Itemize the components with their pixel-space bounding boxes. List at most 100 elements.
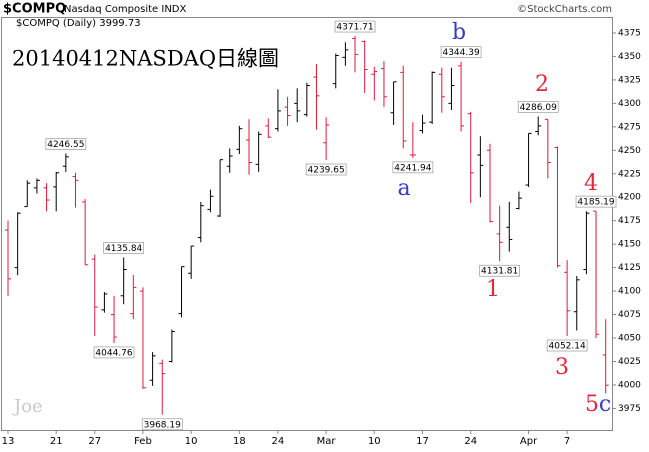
callout-label: 4131.81 [481,267,518,277]
ohlc-bar [593,210,600,339]
ohlc-bar [226,148,233,173]
x-tick-label: 21 [50,436,63,447]
ohlc-bar [159,359,166,415]
y-tick-label: 4150 [618,240,641,250]
callout-box [575,195,617,208]
callout-label: 4241.94 [394,163,431,173]
ohlc-bar [477,136,484,198]
ohlc-bar [294,88,301,123]
y-tick-label: 4025 [618,357,641,367]
callout-box [93,346,135,359]
ohlc-bar [515,191,522,210]
ohlc-bar [554,146,561,268]
wave-label: b [452,20,466,45]
ohlc-bar [101,292,108,313]
ohlc-bar [168,329,175,363]
ohlc-bar [62,153,69,172]
source: ©StockCharts.com [517,4,612,15]
x-tick-label: Feb [134,436,152,447]
series-label: $COMPQ (Daily) 3999.73 [16,18,141,29]
y-tick-label: 4200 [618,193,641,203]
ohlc-bar [53,171,60,212]
ohlc-bar [564,260,571,337]
ohlc-bar [332,53,339,89]
y-tick-label: 4050 [618,334,641,344]
ohlc-bar [111,295,118,343]
callout-label: 4135.84 [105,244,142,254]
ohlc-bar [207,189,214,213]
callout-box [546,339,588,352]
ohlc-bar [467,111,474,203]
ohlc-bar [573,276,580,331]
symbol: $COMPQ [3,2,66,17]
callout-box [334,20,376,33]
y-tick-label: 4100 [618,287,641,297]
y-tick-label: 4175 [618,216,641,226]
callout-label: 3968.19 [144,420,181,430]
ohlc-bar [438,67,445,113]
ohlc-bar [458,61,465,132]
ohlc-bar [255,131,262,172]
callout-label: 4185.19 [577,198,614,208]
y-tick-label: 4300 [618,99,641,109]
y-tick-label: 4275 [618,122,641,132]
x-tick-label: Mar [317,436,337,447]
ohlc-bar [313,63,320,130]
callout-label: 4344.39 [442,48,479,58]
ohlc-bar [130,275,137,320]
callout-box [141,418,183,431]
callout-label: 4239.65 [308,166,345,176]
name: Nasdaq Composite INDX [64,4,186,15]
x-tick-label: 13 [2,436,15,447]
x-tick-label: 7 [564,436,570,447]
ohlc-bar [544,118,551,179]
x-tick-label: 17 [416,436,429,447]
ohlc-bar [33,178,40,194]
callout-label: 4052.14 [549,342,586,352]
callout-label: 4286.09 [520,103,557,113]
wave-label: 5 [585,392,599,417]
y-tick-label: 4350 [618,52,641,62]
callout-box [305,163,347,176]
ohlc-bar [265,118,272,139]
y-tick-label: 4325 [618,75,641,85]
ohlc-bar [91,254,98,337]
y-tick-label: 4125 [618,263,641,273]
ohlc-bar [197,201,204,243]
ohlc-bar [419,114,426,134]
ohlc-bar [14,212,21,276]
ohlc-bar [361,40,368,94]
ohlc-bar [274,89,281,132]
y-tick-label: 4375 [618,28,641,38]
annotation-title: 20140412NASDAQ日線圖 [12,47,279,71]
ohlc-bar [602,319,609,394]
y-tick-label: 4250 [618,146,641,156]
ohlc-bar [409,122,416,158]
ohlc-bar [535,116,542,136]
ohlc-bar [429,71,436,125]
ohlc-bar [352,36,359,73]
ohlc-bar [149,352,156,386]
callout-box [392,161,434,174]
wave-label: c [599,392,611,417]
ohlc-bar [323,117,330,161]
wave-label: 1 [486,277,500,302]
ohlc-bar [5,220,11,296]
x-tick-label: 10 [368,436,381,447]
callout-label: 4371.71 [336,23,373,33]
callout-label: 4246.55 [47,140,84,150]
watermark: Joe [12,396,43,417]
ohlc-bar [400,65,407,149]
wave-label: 4 [584,171,598,196]
ohlc-bar [506,201,513,252]
ohlc-bar [139,287,146,389]
callout-box [45,138,87,150]
ohlc-bar [390,81,397,125]
ohlc-bar [448,67,455,110]
plot-frame [1,17,613,431]
ohlc-bar [72,172,79,208]
ohlc-bar [380,61,387,108]
ohlc-bar [246,119,252,175]
wave-label: 3 [555,355,569,380]
